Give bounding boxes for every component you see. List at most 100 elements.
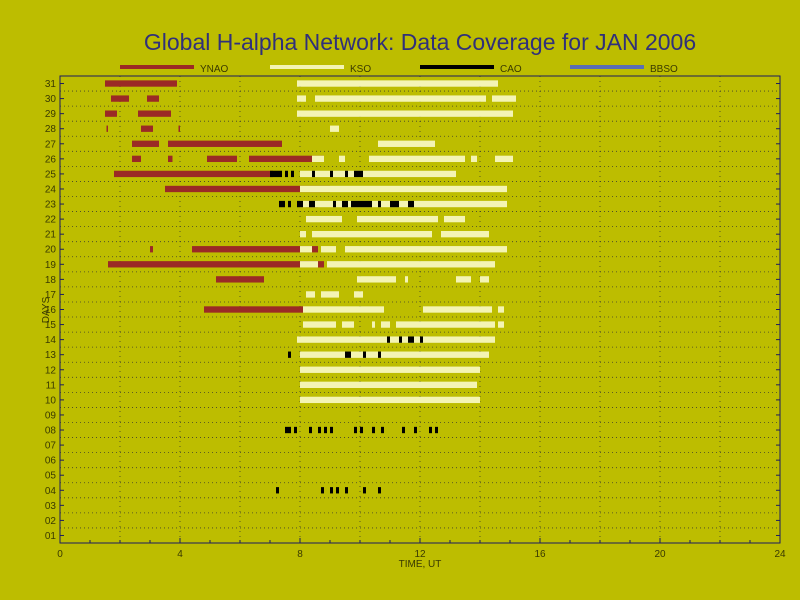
coverage-bar-cao [354, 426, 357, 434]
coverage-bar-kso [297, 336, 495, 343]
coverage-bar-kso [300, 185, 507, 193]
y-tick-label: 10 [45, 395, 57, 406]
coverage-bar-kso [372, 321, 375, 328]
legend-label-cao: CAO [500, 64, 522, 75]
coverage-bar-cao [309, 200, 315, 208]
coverage-bar-kso [300, 170, 456, 178]
y-tick-label: 24 [45, 184, 57, 195]
coverage-bar-cao [381, 426, 384, 434]
coverage-bar-cao [312, 170, 315, 178]
coverage-bar-cao [318, 426, 321, 434]
coverage-bar-kso [300, 366, 480, 373]
coverage-bar-ynao [207, 155, 237, 163]
coverage-bar-kso [342, 321, 354, 328]
coverage-bar-ynao [108, 261, 324, 268]
x-axis-ticks: 0 4 8 12 16 20 24 [57, 538, 786, 560]
coverage-bar-cao [294, 426, 297, 434]
coverage-bar-kso [300, 246, 312, 253]
coverage-bar-cao [390, 200, 399, 208]
coverage-bar-cao [345, 170, 348, 178]
coverage-bar-ynao [168, 155, 173, 163]
y-tick-label: 22 [45, 215, 57, 226]
coverage-bar-cao [354, 170, 363, 178]
coverage-bar-cao [288, 351, 291, 358]
coverage-bar-kso [498, 306, 504, 313]
y-tick-label: 29 [45, 109, 57, 120]
coverage-bar-ynao [249, 155, 324, 163]
y-tick-label: 12 [45, 365, 57, 376]
coverage-bar-ynao [165, 185, 330, 193]
coverage-bar-cao [399, 336, 402, 343]
coverage-bar-ynao [141, 125, 153, 132]
y-tick-label: 05 [45, 471, 57, 482]
coverage-bar-cao [363, 487, 366, 494]
coverage-bar-ynao [111, 95, 129, 102]
coverage-bar-cao [321, 487, 324, 494]
y-tick-label: 08 [45, 426, 57, 437]
coverage-bar-kso [357, 215, 438, 223]
y-axis-label: DAYS [41, 296, 52, 323]
coverage-bar-ynao [132, 155, 141, 163]
legend-label-kso: KSO [350, 64, 371, 75]
coverage-bar-cao [330, 170, 333, 178]
coverage-bar-ynao [216, 276, 264, 283]
y-tick-label: 26 [45, 154, 57, 165]
coverage-bar-kso [300, 261, 318, 268]
y-tick-label: 16 [45, 305, 57, 316]
coverage-bar-ynao [147, 95, 159, 102]
y-tick-label: 30 [45, 94, 57, 105]
x-tick-label: 20 [654, 549, 666, 560]
coverage-bar-cao [402, 426, 405, 434]
x-tick-label: 4 [177, 549, 183, 560]
coverage-bar-cao [378, 200, 381, 208]
coverage-bar-cao [345, 487, 348, 494]
coverage-bar-kso [456, 276, 471, 283]
coverage-bar-kso [300, 381, 477, 388]
y-tick-label: 23 [45, 200, 57, 211]
coverage-bar-kso [297, 80, 498, 87]
x-axis-label: TIME, UT [399, 559, 442, 570]
coverage-bar-kso [471, 155, 477, 163]
coverage-bar-kso [396, 321, 495, 328]
coverage-bar-kso [498, 321, 504, 328]
y-tick-label: 07 [45, 441, 57, 452]
coverage-bar-kso [300, 231, 306, 238]
coverage-bar-kso [300, 396, 480, 404]
coverage-bar-kso [405, 276, 408, 283]
legend-swatch-cao [420, 65, 494, 69]
coverage-bar-kso [354, 291, 363, 298]
coverage-bar-cao [291, 170, 294, 178]
coverage-bar-kso [339, 155, 345, 163]
coverage-bar-cao [378, 487, 381, 494]
coverage-bar-kso [378, 140, 435, 147]
coverage-bar-ynao [150, 246, 153, 253]
coverage-bar-cao [330, 426, 333, 434]
y-tick-label: 02 [45, 516, 57, 527]
y-tick-label: 13 [45, 350, 57, 361]
y-tick-label: 19 [45, 260, 57, 271]
coverage-bar-cao [414, 426, 417, 434]
chart-title: Global H-alpha Network: Data Coverage fo… [144, 29, 696, 55]
legend-swatch-kso [270, 65, 344, 69]
coverage-bar-cao [387, 336, 390, 343]
coverage-bar-kso [330, 125, 339, 132]
coverage-bar-ynao [105, 80, 177, 87]
coverage-bar-cao [363, 351, 366, 358]
coverage-bar-ynao [204, 306, 303, 313]
y-tick-label: 14 [45, 335, 57, 346]
coverage-bar-cao [351, 200, 372, 208]
y-tick-label: 17 [45, 290, 57, 301]
y-tick-label: 04 [45, 486, 57, 497]
y-tick-label: 03 [45, 501, 57, 512]
legend-swatch-bbso [570, 65, 644, 69]
coverage-bar-cao [342, 200, 348, 208]
coverage-bar-cao [288, 200, 291, 208]
coverage-bar-cao [276, 487, 279, 494]
coverage-bar-ynao [138, 110, 171, 117]
coverage-bar-kso [441, 231, 489, 238]
coverage-bar-kso [321, 246, 336, 253]
y-tick-label: 27 [45, 139, 57, 150]
y-axis-ticks: 01 02 03 04 05 06 07 08 09 10 11 12 13 14 15 16 17 18 19 20… [45, 79, 780, 542]
legend: YNAO KSO CAO BBSO [120, 64, 678, 75]
